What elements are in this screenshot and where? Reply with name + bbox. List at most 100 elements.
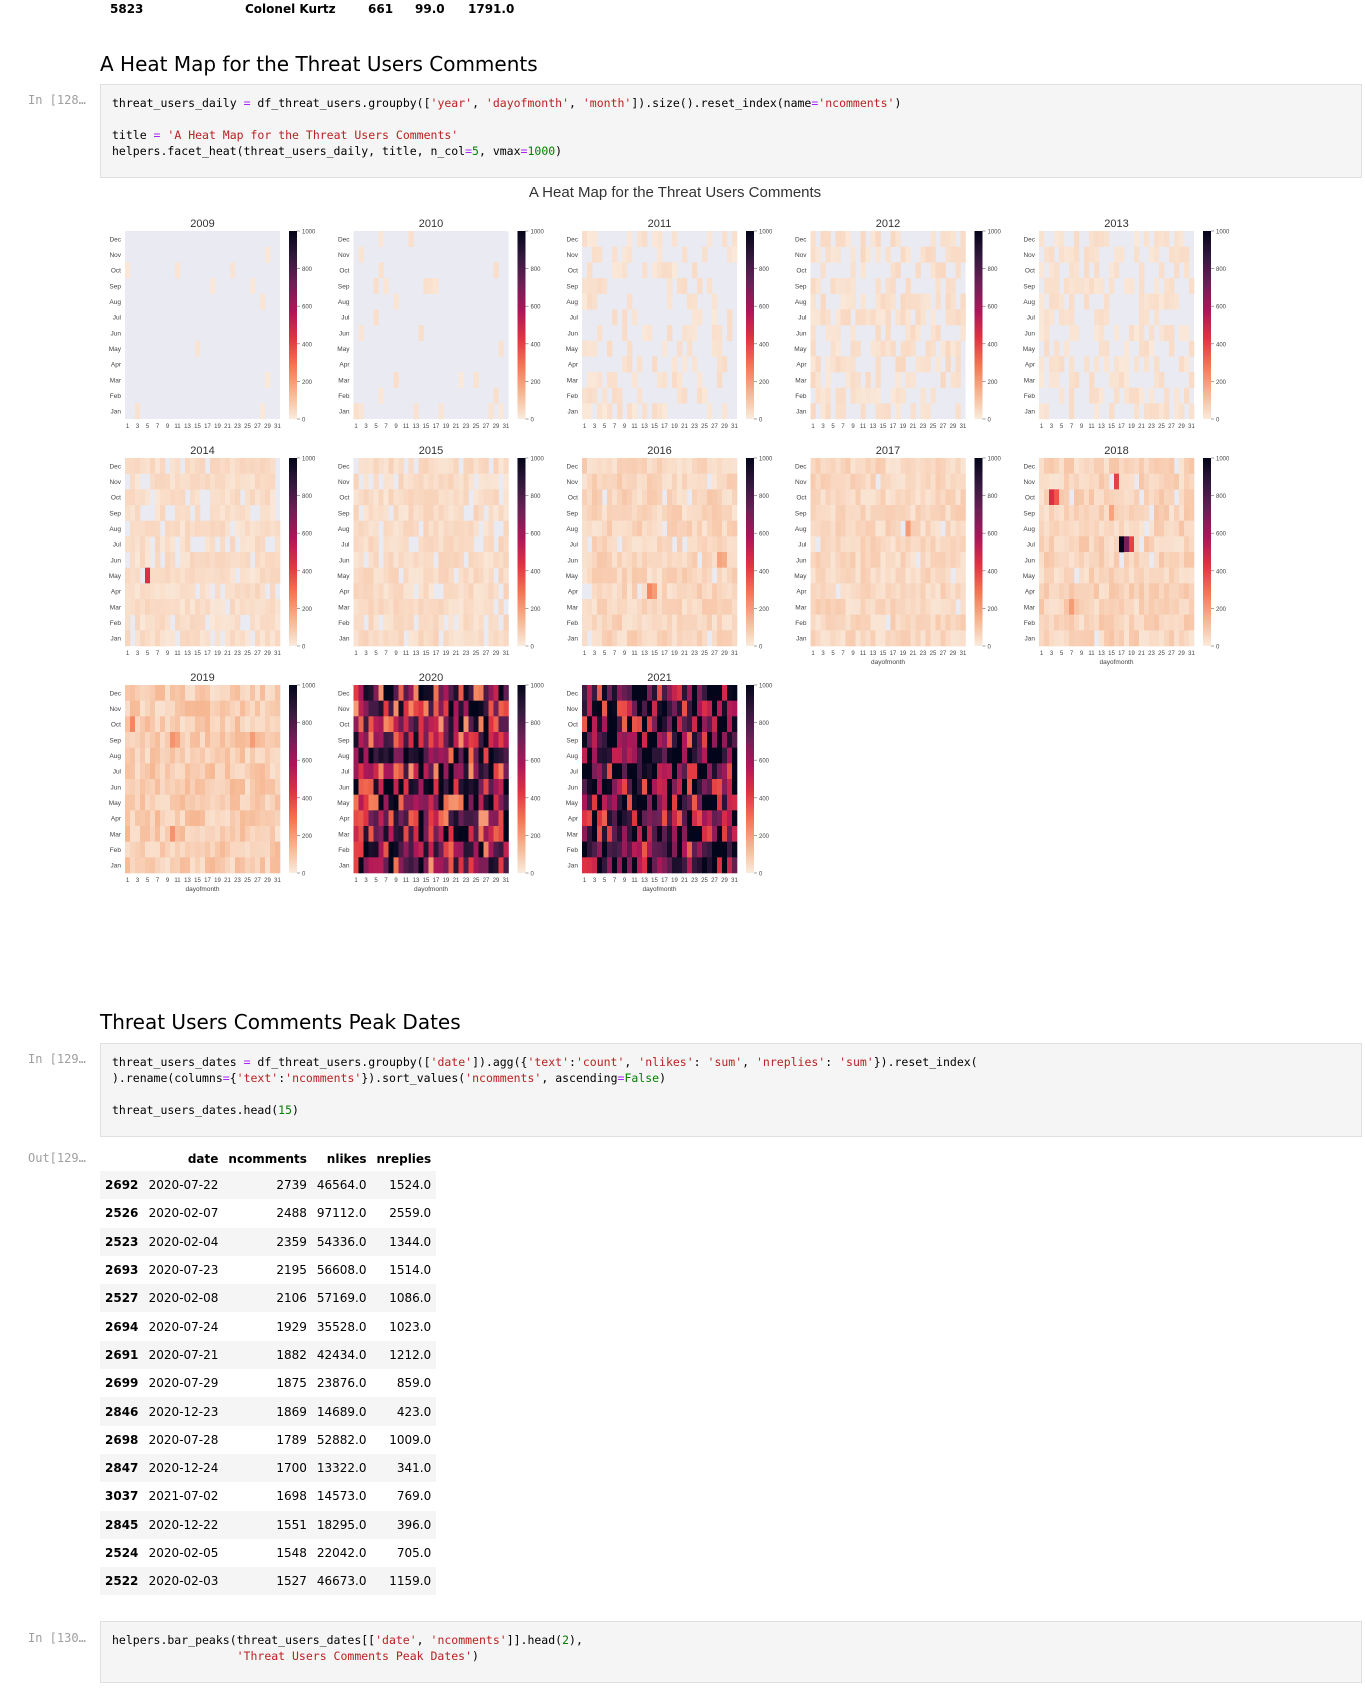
- heatmap-cell: [1059, 387, 1065, 404]
- heatmap-cell: [1099, 387, 1105, 404]
- heatmap-cell: [925, 403, 931, 420]
- heatmap-cell: [860, 458, 866, 474]
- heatmap-cell: [1109, 458, 1115, 474]
- heatmap-cell: [677, 779, 683, 795]
- heatmap-cell: [890, 340, 896, 357]
- heatmap-cell: [950, 614, 956, 631]
- heatmap-cell: [652, 262, 658, 279]
- colorbar: [517, 685, 526, 873]
- heatmap-cell: [642, 458, 648, 474]
- heatmap-cell: [1084, 599, 1090, 615]
- heatmap-cell: [955, 262, 961, 279]
- heatmap-cell: [662, 826, 668, 842]
- heatmap-cell: [363, 826, 369, 842]
- heatmap-cell: [185, 583, 191, 600]
- heatmap-cell: [1114, 262, 1120, 279]
- heatmap-cell: [1184, 325, 1190, 341]
- heatmap-cell: [607, 614, 613, 631]
- heatmap-cell: [458, 520, 464, 537]
- heatmap-cell: [587, 841, 593, 858]
- heatmap-cell: [270, 458, 276, 474]
- heatmap-cell: [1069, 262, 1075, 279]
- heatmap-cell: [215, 857, 221, 874]
- heatmap-cell: [607, 810, 613, 827]
- heatmap-cell: [1124, 552, 1130, 568]
- heatmap-cell: [220, 520, 226, 537]
- day-tick-label: 9: [851, 424, 855, 430]
- code-cell-129[interactable]: threat_users_dates = df_threat_users.gro…: [100, 1043, 1362, 1137]
- heatmap-cell: [175, 505, 181, 521]
- heatmap-cell: [130, 599, 136, 615]
- heatmap-cell: [687, 325, 693, 341]
- month-tick-label: Jan: [111, 863, 122, 870]
- heatmap-cell: [478, 732, 484, 748]
- heatmap-cell: [915, 630, 921, 647]
- heatmap-cell: [195, 630, 201, 647]
- heatmap-cell: [383, 716, 389, 733]
- heatmap-cell: [607, 567, 613, 584]
- heatmap-cell: [250, 794, 256, 811]
- heatmap-cell: [1169, 340, 1175, 357]
- heatmap-cell: [687, 614, 693, 631]
- heatmap-cell: [503, 794, 509, 811]
- heatmap-cell: [1049, 473, 1055, 490]
- heatmap-cell: [810, 505, 816, 521]
- heatmap-cell: [458, 841, 464, 858]
- heatmap-cell: [632, 403, 638, 420]
- heatmap-cell: [592, 685, 598, 701]
- heatmap-cell: [275, 599, 281, 615]
- heatmap-cell: [885, 293, 891, 310]
- heatmap-cell: [230, 763, 236, 780]
- heatmap-cell: [1154, 231, 1160, 247]
- heatmap-cell: [1174, 262, 1180, 279]
- heatmap-cell: [592, 810, 598, 827]
- heatmap-cell: [607, 403, 613, 420]
- day-tick-label: 5: [1060, 424, 1064, 430]
- colorbar-tick-label: 0: [759, 418, 763, 424]
- heatmap-cell: [1124, 505, 1130, 521]
- heatmap-cell: [692, 857, 698, 874]
- heatmap-cell: [915, 473, 921, 490]
- table-row: 2527 2020-02-08 2106 57169.0 1086.0: [100, 1284, 437, 1313]
- heatmap-cell: [920, 489, 926, 506]
- code-cell-130[interactable]: helpers.bar_peaks(threat_users_dates[['d…: [100, 1621, 1362, 1683]
- heatmap-cell: [383, 794, 389, 811]
- month-tick-label: May: [1023, 573, 1036, 580]
- code-cell-128[interactable]: threat_users_daily = df_threat_users.gro…: [100, 84, 1362, 178]
- heatmap-cell: [358, 520, 364, 537]
- heatmap-cell: [373, 810, 379, 827]
- heatmap-cell: [418, 732, 424, 748]
- heatmap-cell: [840, 403, 846, 420]
- heatmap-cell: [478, 794, 484, 811]
- heatmap-cell: [697, 826, 703, 842]
- heatmap-cell: [1189, 458, 1195, 474]
- heatmap-cell: [1089, 567, 1095, 584]
- heatmap-cell: [930, 614, 936, 631]
- heatmap-cell: [935, 473, 941, 490]
- heatmap-cell: [612, 552, 618, 568]
- heatmap-cell: [1094, 552, 1100, 568]
- heatmap-cell: [657, 231, 663, 247]
- heatmap-cell: [687, 630, 693, 647]
- heatmap-cell: [895, 583, 901, 600]
- heatmap-cell: [632, 841, 638, 858]
- heatmap-cell: [1069, 325, 1075, 341]
- heatmap-cell: [845, 583, 851, 600]
- heatmap-cell: [1169, 599, 1175, 615]
- heatmap-cell: [428, 520, 434, 537]
- heatmap-cell: [225, 732, 231, 748]
- heatmap-cell: [1184, 246, 1190, 263]
- heatmap-cell: [955, 489, 961, 506]
- month-tick-label: May: [566, 573, 579, 580]
- heatmap-cell: [125, 716, 131, 733]
- code-line: threat_users_daily = df_threat_users.gro…: [112, 95, 1350, 111]
- heatmap-cell: [190, 810, 196, 827]
- heatmap-cell: [682, 325, 688, 341]
- heatmap-cell: [150, 826, 156, 842]
- heatmap-cell: [1069, 387, 1075, 404]
- heatmap-cell: [388, 732, 394, 748]
- heatmap-cell: [1099, 552, 1105, 568]
- heatmap-cell: [925, 356, 931, 373]
- heatmap-cell: [458, 700, 464, 717]
- table-cell: 1159.0: [371, 1567, 437, 1596]
